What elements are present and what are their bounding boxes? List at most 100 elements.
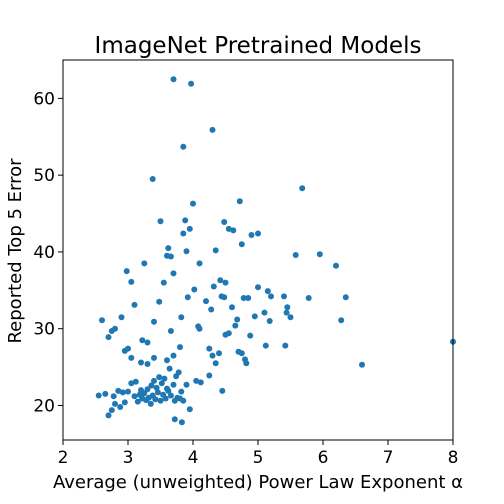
x-axis-ticks: 2 3 4 5 6 7 8 [58,440,459,468]
data-point [251,313,258,320]
data-point [117,404,124,410]
data-point [180,143,187,150]
data-point [138,359,144,366]
data-point [305,295,312,301]
data-point [234,316,241,323]
data-point [177,344,183,351]
data-point [132,378,139,385]
data-point [240,295,247,301]
data-point [151,318,157,325]
data-point [110,393,117,400]
data-point [167,253,174,260]
data-point [229,304,235,311]
data-point [105,412,112,419]
data-point [284,304,291,311]
data-point [238,241,245,248]
data-point [165,245,172,252]
data-point [180,230,187,237]
data-point [238,350,245,357]
data-point [119,389,126,396]
data-point [342,294,349,301]
x-tick-label: 3 [123,448,134,468]
data-point [99,317,105,324]
data-point [255,284,261,291]
data-point [149,176,156,182]
data-point [166,365,173,372]
data-point [105,334,112,341]
y-axis-ticks: 20 30 40 50 60 [33,89,63,416]
data-point [216,350,222,357]
data-point [261,309,268,316]
x-tick-label: 2 [58,448,69,468]
data-point [102,390,109,397]
data-point [316,251,323,258]
data-point [170,381,177,388]
data-point [128,278,135,285]
data-point [186,406,193,413]
data-point [186,225,193,232]
x-tick-label: 7 [383,448,394,468]
data-point [112,400,118,407]
data-point [156,374,163,381]
data-point [151,377,157,384]
data-point [221,219,228,225]
data-point [209,352,216,359]
data-point [141,260,148,267]
y-tick-label: 60 [33,89,55,109]
chart-title: ImageNet Pretrained Models [95,33,422,59]
data-point [95,392,102,399]
data-point [147,400,154,407]
data-point [160,279,167,286]
data-point [359,361,365,368]
data-point [191,286,198,293]
data-point [230,227,237,234]
data-point [283,309,290,316]
data-point [292,252,299,258]
data-point [134,398,141,405]
y-axis-label: Reported Top 5 Error [5,158,26,344]
data-point [333,262,339,269]
data-point [236,198,243,205]
data-point [144,386,151,393]
data-point [131,301,138,308]
data-point [193,377,200,384]
data-point [167,328,174,334]
data-point [222,279,229,286]
data-point [170,76,177,83]
data-point [178,419,185,426]
data-point [125,388,131,395]
plot-area [62,59,454,441]
data-point [282,342,289,349]
data-point [112,325,118,332]
data-point [245,295,252,301]
data-point [212,360,219,367]
data-points [95,76,456,426]
data-point [248,232,255,238]
data-point [161,375,168,382]
data-point [131,393,138,400]
data-point [121,399,128,406]
data-point [164,357,170,364]
data-point [139,337,146,344]
data-point [156,298,163,305]
data-point [183,248,190,255]
data-point [128,354,135,361]
data-point [338,317,345,324]
data-point [178,314,185,321]
data-point [158,380,165,387]
data-point [299,185,306,192]
data-point [281,293,287,300]
data-point [212,247,219,254]
data-point [264,288,271,295]
x-axis-label: Average (unweighted) Power Law Exponent … [53,472,463,493]
data-point [262,342,269,349]
data-point [197,379,204,386]
data-point [153,384,160,391]
data-point [148,382,155,389]
x-tick-label: 8 [448,448,459,468]
data-point [190,200,196,207]
data-point [170,270,177,277]
data-point [154,389,161,396]
data-point [151,354,157,361]
